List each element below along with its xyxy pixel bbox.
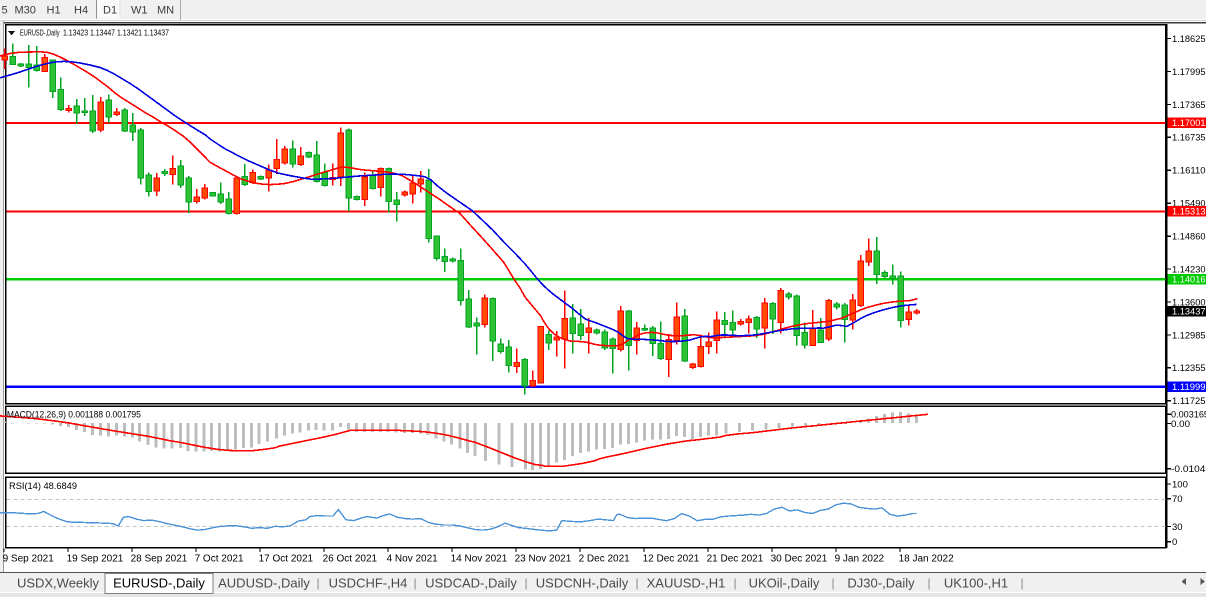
svg-text:XAUUSD-,H1: XAUUSD-,H1 bbox=[647, 576, 726, 591]
svg-text:1.14860: 1.14860 bbox=[1172, 232, 1206, 243]
svg-text:2 Dec 2021: 2 Dec 2021 bbox=[579, 553, 631, 564]
svg-text:UKOil-,Daily: UKOil-,Daily bbox=[749, 576, 820, 591]
svg-text:1.16110: 1.16110 bbox=[1172, 166, 1206, 177]
svg-text:AUDUSD-,Daily: AUDUSD-,Daily bbox=[218, 576, 310, 591]
svg-text:|: | bbox=[927, 576, 930, 590]
svg-text:1.17995: 1.17995 bbox=[1172, 67, 1206, 78]
svg-text:23 Nov 2021: 23 Nov 2021 bbox=[515, 553, 572, 564]
svg-text:100: 100 bbox=[1172, 479, 1188, 490]
svg-text:|: | bbox=[1020, 576, 1023, 590]
svg-text:4 Nov 2021: 4 Nov 2021 bbox=[387, 553, 439, 564]
svg-text:1.14016: 1.14016 bbox=[1172, 275, 1206, 286]
svg-text:9 Jan 2022: 9 Jan 2022 bbox=[835, 553, 885, 564]
svg-text:MN: MN bbox=[157, 5, 174, 17]
svg-text:1.13423 1.13447 1.13421 1.1343: 1.13423 1.13447 1.13421 1.13437 bbox=[63, 28, 169, 38]
svg-text:H4: H4 bbox=[74, 5, 88, 17]
svg-text:USDCHF-,H4: USDCHF-,H4 bbox=[329, 576, 408, 591]
svg-text:MACD(12,26,9) 0.001188 0.00179: MACD(12,26,9) 0.001188 0.001795 bbox=[7, 410, 141, 421]
svg-text:RSI(14) 48.6849: RSI(14) 48.6849 bbox=[9, 481, 77, 492]
svg-text:USDCNH-,Daily: USDCNH-,Daily bbox=[536, 576, 629, 591]
svg-text:1.13437: 1.13437 bbox=[1172, 307, 1206, 318]
svg-text:1.11999: 1.11999 bbox=[1172, 382, 1206, 393]
svg-text:9 Sep 2021: 9 Sep 2021 bbox=[3, 553, 55, 564]
svg-text:1.17001: 1.17001 bbox=[1172, 118, 1206, 129]
svg-text:|: | bbox=[524, 576, 527, 590]
svg-text:|: | bbox=[316, 576, 319, 590]
svg-text:1.16735: 1.16735 bbox=[1172, 133, 1206, 144]
svg-text:28 Sep 2021: 28 Sep 2021 bbox=[131, 553, 188, 564]
svg-text:70: 70 bbox=[1172, 494, 1183, 505]
svg-text:|: | bbox=[831, 576, 834, 590]
svg-text:12 Dec 2021: 12 Dec 2021 bbox=[643, 553, 700, 564]
svg-text:17 Oct 2021: 17 Oct 2021 bbox=[259, 553, 314, 564]
svg-text:D1: D1 bbox=[103, 5, 117, 17]
svg-text:7 Oct 2021: 7 Oct 2021 bbox=[195, 553, 244, 564]
svg-text:30: 30 bbox=[1172, 522, 1183, 533]
svg-text:USDCAD-,Daily: USDCAD-,Daily bbox=[425, 576, 517, 591]
svg-text:UK100-,H1: UK100-,H1 bbox=[944, 576, 1008, 591]
svg-text:26 Oct 2021: 26 Oct 2021 bbox=[323, 553, 378, 564]
svg-text:DJ30-,Daily: DJ30-,Daily bbox=[847, 576, 915, 591]
svg-text:USDX,Weekly: USDX,Weekly bbox=[17, 576, 100, 591]
svg-text:30 Dec 2021: 30 Dec 2021 bbox=[771, 553, 828, 564]
svg-text:1.11725: 1.11725 bbox=[1172, 396, 1206, 407]
svg-text:M30: M30 bbox=[15, 5, 36, 17]
svg-text:|: | bbox=[413, 576, 416, 590]
svg-text:W1: W1 bbox=[131, 5, 148, 17]
svg-text:|: | bbox=[635, 576, 638, 590]
svg-text:21 Dec 2021: 21 Dec 2021 bbox=[707, 553, 764, 564]
svg-text:|: | bbox=[733, 576, 736, 590]
svg-text:1.12985: 1.12985 bbox=[1172, 330, 1206, 341]
svg-text:0: 0 bbox=[1172, 537, 1177, 548]
svg-text:0.00: 0.00 bbox=[1171, 419, 1190, 430]
svg-text:5: 5 bbox=[2, 5, 8, 17]
svg-text:18 Jan 2022: 18 Jan 2022 bbox=[899, 553, 954, 564]
svg-text:EURUSD-,Daily: EURUSD-,Daily bbox=[20, 28, 60, 38]
svg-text:H1: H1 bbox=[47, 5, 61, 17]
svg-text:-0.01043: -0.01043 bbox=[1171, 464, 1206, 475]
svg-text:1.15313: 1.15313 bbox=[1172, 207, 1206, 218]
svg-text:1.18625: 1.18625 bbox=[1172, 34, 1206, 45]
svg-text:1.17365: 1.17365 bbox=[1172, 100, 1206, 111]
svg-text:EURUSD-,Daily: EURUSD-,Daily bbox=[113, 576, 205, 591]
svg-text:1.12355: 1.12355 bbox=[1172, 363, 1206, 374]
svg-text:14 Nov 2021: 14 Nov 2021 bbox=[451, 553, 508, 564]
svg-text:19 Sep 2021: 19 Sep 2021 bbox=[67, 553, 124, 564]
